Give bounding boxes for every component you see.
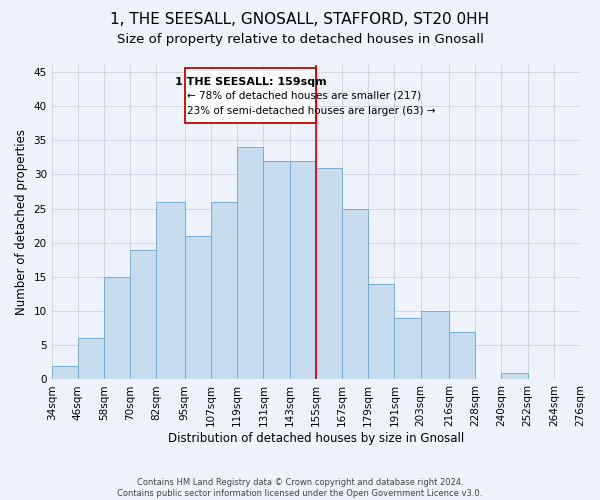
Bar [316, 168, 342, 380]
Bar [157, 202, 185, 380]
Bar [237, 147, 263, 380]
Bar [449, 332, 475, 380]
Text: 23% of semi-detached houses are larger (63) →: 23% of semi-detached houses are larger (… [187, 106, 436, 116]
Text: Size of property relative to detached houses in Gnosall: Size of property relative to detached ho… [116, 32, 484, 46]
Bar [104, 277, 130, 380]
Bar [185, 236, 211, 380]
Bar [580, 372, 600, 380]
Bar [342, 208, 368, 380]
Bar [421, 311, 449, 380]
Bar [52, 366, 78, 380]
Text: ← 78% of detached houses are smaller (217): ← 78% of detached houses are smaller (21… [187, 91, 421, 101]
Text: 1 THE SEESALL: 159sqm: 1 THE SEESALL: 159sqm [175, 78, 326, 88]
Text: Contains HM Land Registry data © Crown copyright and database right 2024.
Contai: Contains HM Land Registry data © Crown c… [118, 478, 482, 498]
Bar [290, 160, 316, 380]
Bar [368, 284, 394, 380]
Bar [211, 202, 237, 380]
Bar [263, 160, 290, 380]
Bar [185, 68, 316, 123]
Bar [130, 250, 157, 380]
X-axis label: Distribution of detached houses by size in Gnosall: Distribution of detached houses by size … [168, 432, 464, 445]
Y-axis label: Number of detached properties: Number of detached properties [15, 129, 28, 315]
Bar [502, 372, 527, 380]
Bar [394, 318, 421, 380]
Bar [78, 338, 104, 380]
Text: 1, THE SEESALL, GNOSALL, STAFFORD, ST20 0HH: 1, THE SEESALL, GNOSALL, STAFFORD, ST20 … [110, 12, 490, 28]
